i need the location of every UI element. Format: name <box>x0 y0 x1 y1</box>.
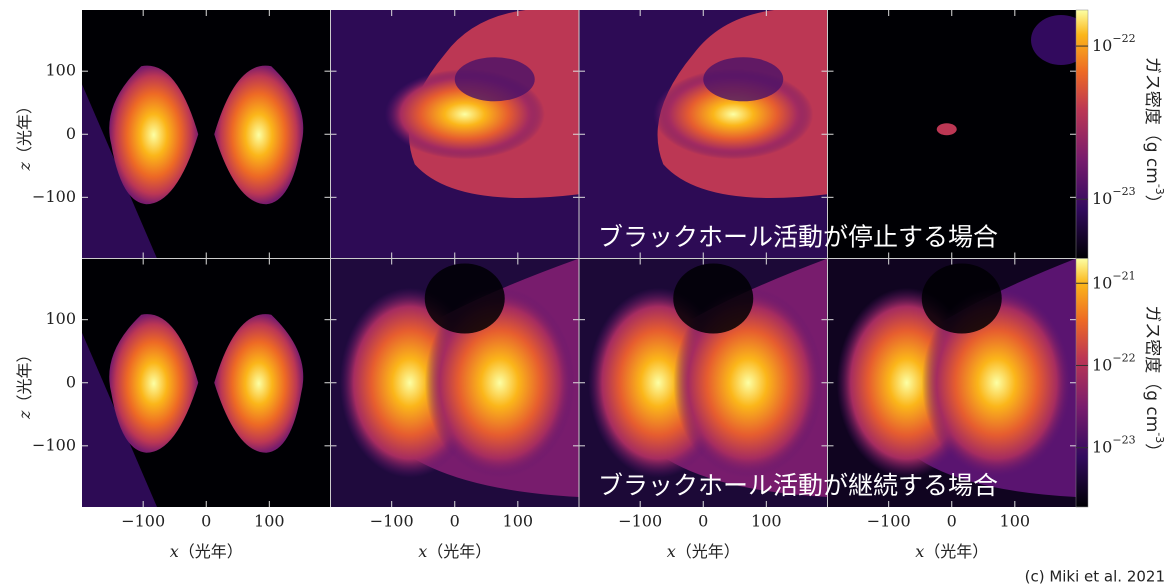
axis-unit: （光年） <box>924 542 988 561</box>
void <box>425 264 505 334</box>
x-tick-label: 100 <box>254 512 285 531</box>
axis-unit: （光年） <box>15 347 34 411</box>
x-tick-label: 100 <box>503 512 534 531</box>
panel <box>579 8 828 258</box>
tick-exp: −21 <box>1112 269 1135 282</box>
colorbar-tick-label: 10−23 <box>1092 185 1136 208</box>
clump <box>937 123 957 135</box>
label-sup: -3 <box>1153 432 1166 443</box>
panel <box>82 10 331 259</box>
y-tick-label: 100 <box>45 309 76 328</box>
x-tick-label: −100 <box>121 512 165 531</box>
void <box>922 264 1002 334</box>
cavity <box>455 57 535 101</box>
axis-unit: （光年） <box>15 98 34 162</box>
x-tick-label: 0 <box>947 512 957 531</box>
cavity <box>703 57 783 101</box>
panel <box>828 259 1077 508</box>
y-axis-label: z（光年） <box>15 347 34 420</box>
colorbar-tick-label: 10−22 <box>1092 351 1136 374</box>
colorbar-tick-label: 10−22 <box>1092 32 1136 55</box>
label-main: ガス密度（g cm <box>1142 305 1162 432</box>
label-end: ） <box>1142 195 1162 212</box>
label-end: ） <box>1142 443 1162 460</box>
panel <box>82 259 331 508</box>
y-tick-label: 0 <box>66 124 76 143</box>
panel <box>331 259 580 508</box>
x-axis-label: x（光年） <box>170 542 243 561</box>
tick-base: 10 <box>1092 437 1112 456</box>
label-sup: -3 <box>1153 184 1166 195</box>
axis-var: x <box>667 542 676 561</box>
credit: (c) Miki et al. 2021 <box>1025 568 1165 586</box>
colorbar-tick-label: 10−21 <box>1092 269 1136 292</box>
colorbar-tick-label: 10−23 <box>1092 434 1136 457</box>
axis-unit: （光年） <box>179 542 243 561</box>
x-tick-label: 100 <box>751 512 782 531</box>
panel <box>579 259 828 508</box>
simulation-images <box>82 8 1091 507</box>
void <box>673 264 753 334</box>
tick-base: 10 <box>1092 355 1112 374</box>
colorbar-label: ガス密度（g cm-3） <box>1142 57 1166 212</box>
tick-exp: −22 <box>1112 351 1135 364</box>
y-tick-label: −100 <box>32 187 76 206</box>
figure: −1000100−1000100−1000100−1000100−1000100… <box>0 0 1171 588</box>
axis-unit: （光年） <box>427 542 491 561</box>
y-tick-label: 100 <box>45 61 76 80</box>
tick-exp: −23 <box>1112 185 1135 198</box>
colorbar <box>1076 259 1088 508</box>
panel <box>331 8 580 258</box>
y-axis-label: z（光年） <box>15 98 34 171</box>
axis-var: x <box>170 542 179 561</box>
x-axis-label: x（光年） <box>667 542 740 561</box>
x-tick-label: −100 <box>618 512 662 531</box>
tick-exp: −22 <box>1112 32 1135 45</box>
tick-base: 10 <box>1092 273 1112 292</box>
axis-var: x <box>418 542 427 561</box>
x-tick-label: 0 <box>201 512 211 531</box>
annotation: ブラックホール活動が継続する場合 <box>598 471 998 500</box>
y-tick-label: −100 <box>32 435 76 454</box>
colorbar <box>1076 10 1088 259</box>
y-tick-label: 0 <box>66 372 76 391</box>
x-tick-label: 100 <box>1000 512 1031 531</box>
tick-exp: −23 <box>1112 434 1135 447</box>
label-main: ガス密度（g cm <box>1142 57 1162 184</box>
tick-base: 10 <box>1092 189 1112 208</box>
x-tick-label: −100 <box>370 512 414 531</box>
panel <box>828 10 1092 259</box>
annotation: ブラックホール活動が停止する場合 <box>598 223 998 252</box>
axis-var: x <box>915 542 924 561</box>
axis-unit: （光年） <box>676 542 740 561</box>
x-tick-label: −100 <box>867 512 911 531</box>
x-tick-label: 0 <box>450 512 460 531</box>
x-tick-label: 0 <box>698 512 708 531</box>
tick-base: 10 <box>1092 36 1112 55</box>
x-axis-label: x（光年） <box>915 542 988 561</box>
x-axis-label: x（光年） <box>418 542 491 561</box>
colorbar-label: ガス密度（g cm-3） <box>1142 305 1166 460</box>
